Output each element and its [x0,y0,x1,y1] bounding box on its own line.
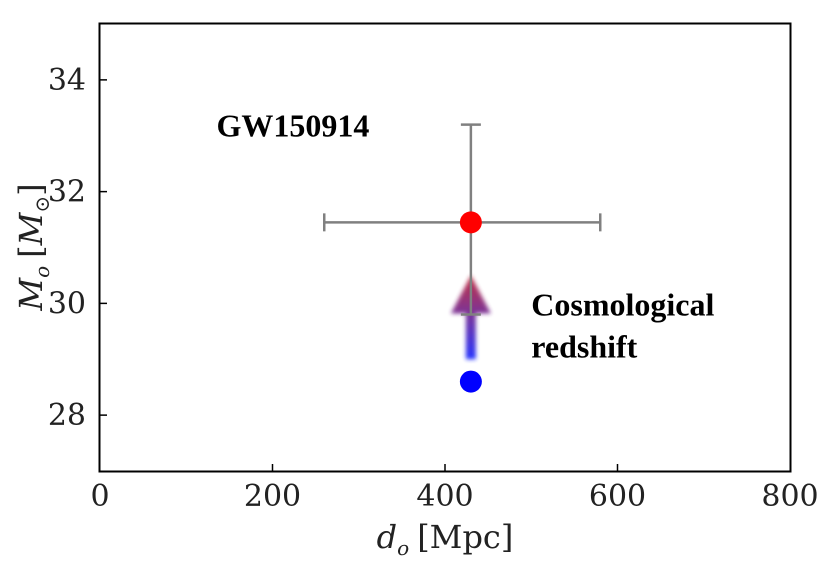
redshift-arrow-shape [450,275,491,360]
x-tick-label: 600 [589,479,646,514]
x-tick-label: 400 [416,479,473,514]
annotations: GW150914 Cosmological redshift [216,108,714,365]
annotation-1: Cosmological [531,286,714,322]
observed-point [459,211,482,234]
x-axis-label: do [Mpc] [377,518,514,560]
y-tick-label: 32 [48,175,86,210]
annotation-0: GW150914 [216,108,369,144]
plot-frame [98,22,792,473]
y-axis-label: Mo[M⊙] [12,183,54,311]
redshift-arrow [450,275,491,360]
y-tick-label: 30 [48,286,86,321]
annotation-2: redshift [531,328,637,364]
x-tick-label: 0 [90,479,109,514]
y-tick-label: 28 [48,398,86,433]
data-points [459,211,482,393]
x-tick-label: 200 [244,479,301,514]
y-axis-ticks: 28 30 32 34 [48,63,107,433]
y-tick-label: 34 [48,63,86,98]
source-frame-point [459,370,482,393]
x-tick-label: 800 [761,479,818,514]
x-axis-ticks: 0 200 400 600 800 [90,464,819,514]
